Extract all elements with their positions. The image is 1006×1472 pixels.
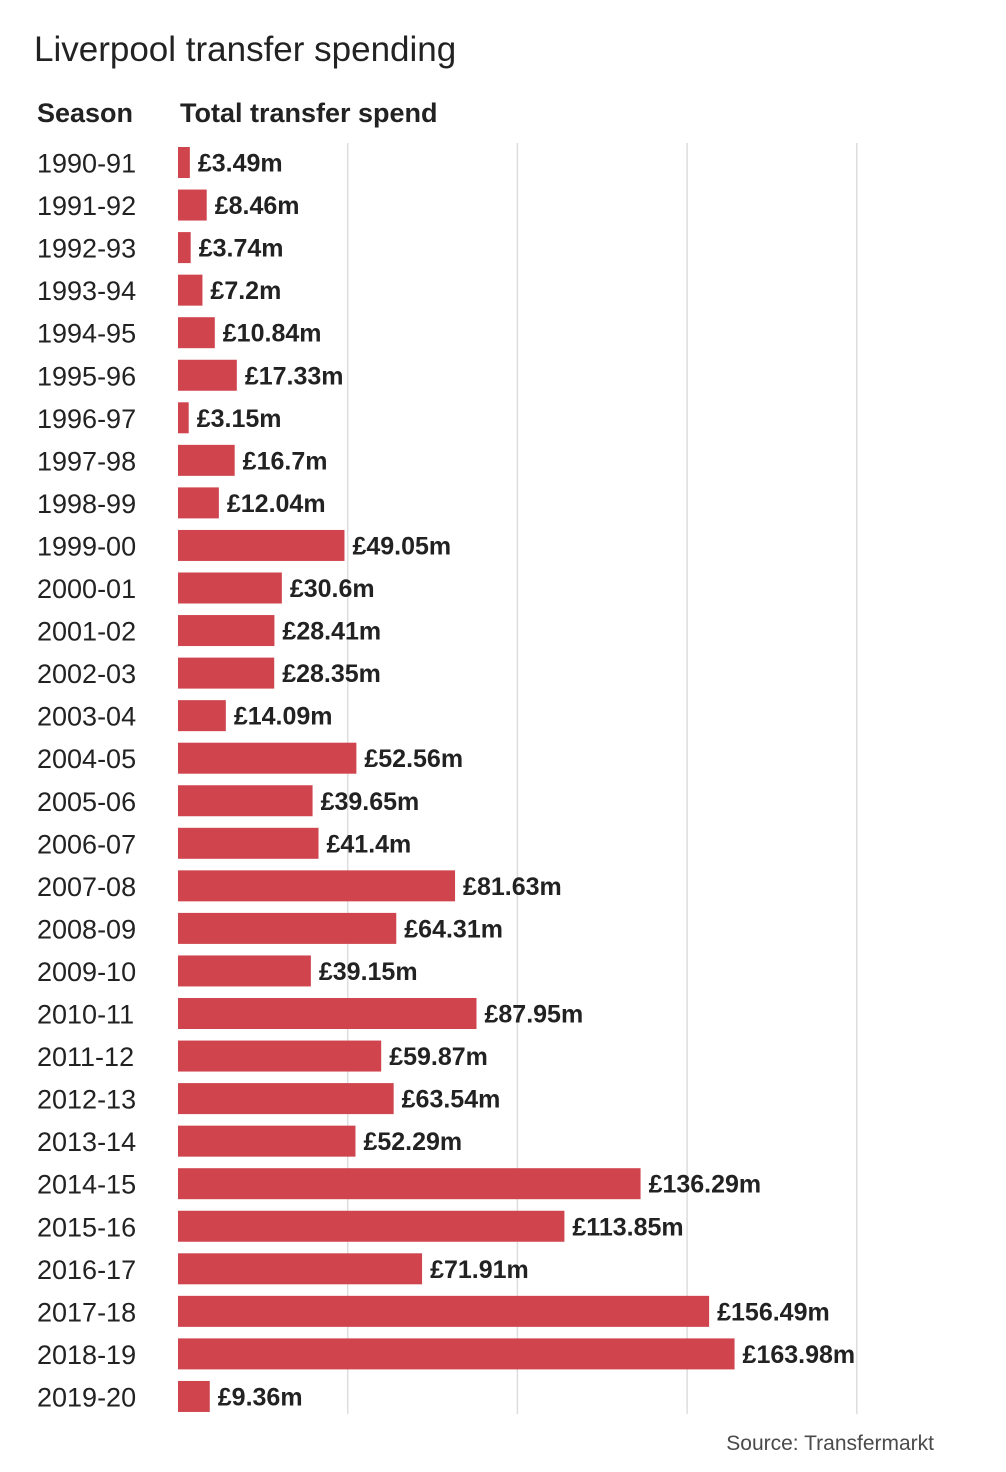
bar-2018-19	[178, 1338, 735, 1370]
bar-2007-08	[178, 870, 456, 902]
chart-title: Liverpool transfer spending	[34, 30, 457, 69]
season-label: 2017-18	[37, 1297, 136, 1327]
value-label: £39.15m	[319, 958, 418, 986]
season-label: 2018-19	[37, 1340, 136, 1370]
season-label: 1996-97	[37, 404, 136, 434]
value-label: £16.7m	[243, 447, 328, 475]
value-label: £30.6m	[290, 575, 375, 603]
bar-2000-01	[178, 572, 282, 604]
bar-2017-18	[178, 1295, 710, 1327]
labels: 1990-91 £3.49m 1991-92 £8.46m 1992-93 £3.74m 1…	[37, 149, 855, 1413]
value-label: £28.35m	[282, 660, 381, 688]
season-label: 2001-02	[37, 617, 136, 647]
season-label: 2007-08	[37, 872, 136, 902]
season-label: 1990-91	[37, 149, 136, 179]
season-label: 1999-00	[37, 531, 136, 561]
bar-1993-94	[178, 274, 203, 306]
bar-2010-11	[178, 998, 477, 1029]
bar-1990-91	[178, 147, 190, 178]
season-label: 2015-16	[37, 1212, 136, 1242]
value-label: £63.54m	[402, 1086, 501, 1114]
value-label: £49.05m	[352, 532, 451, 560]
value-label: £3.49m	[198, 150, 283, 178]
value-label: £9.36m	[218, 1383, 303, 1411]
season-label: 2019-20	[37, 1382, 136, 1412]
bar-chart: 1990-91 £3.49m 1991-92 £8.46m 1992-93 £3.74m 1…	[37, 143, 858, 1414]
value-label: £136.29m	[649, 1171, 762, 1199]
bar-2001-02	[178, 615, 275, 647]
bar-1997-98	[178, 444, 235, 476]
value-label: £59.87m	[389, 1043, 488, 1071]
season-label: 2012-13	[37, 1085, 136, 1115]
value-label: £163.98m	[743, 1341, 856, 1369]
bar-2011-12	[178, 1040, 382, 1072]
value-label: £113.85m	[572, 1213, 683, 1241]
bar-1996-97	[178, 402, 189, 434]
bar-2012-13	[178, 1083, 394, 1115]
value-label: £81.63m	[463, 873, 562, 901]
bar-1994-95	[178, 317, 215, 349]
bar-2004-05	[178, 742, 357, 774]
season-label: 1995-96	[37, 361, 136, 391]
value-label: £39.65m	[321, 788, 420, 816]
bar-1995-96	[178, 359, 237, 391]
season-label: 2003-04	[37, 702, 136, 732]
value-label: £12.04m	[227, 490, 326, 518]
season-label: 2014-15	[37, 1170, 136, 1200]
value-label: £3.15m	[197, 405, 282, 433]
bar-2002-03	[178, 657, 275, 689]
bar-2008-09	[178, 912, 397, 944]
season-label: 2013-14	[37, 1127, 136, 1157]
season-label: 2016-17	[37, 1255, 136, 1285]
bar-1991-92	[178, 189, 207, 221]
value-label: £41.4m	[327, 830, 412, 858]
value-label: £28.41m	[282, 618, 381, 646]
season-label: 1993-94	[37, 276, 136, 306]
season-label: 2010-11	[37, 1000, 134, 1030]
value-label: £14.09m	[234, 703, 333, 731]
bar-2019-20	[178, 1380, 210, 1412]
season-label: 1992-93	[37, 234, 136, 264]
bar-2013-14	[178, 1125, 356, 1157]
value-label: £156.49m	[717, 1298, 830, 1326]
value-label: £52.29m	[363, 1128, 462, 1156]
bar-2016-17	[178, 1253, 423, 1285]
bar-1999-00	[178, 529, 345, 561]
bar-2009-10	[178, 955, 311, 987]
bar-2005-06	[178, 785, 313, 817]
season-label: 2000-01	[37, 574, 136, 604]
spend-column-header: Total transfer spend	[180, 98, 438, 128]
season-label: 1994-95	[37, 319, 136, 349]
value-label: £3.74m	[199, 235, 284, 263]
bar-2015-16	[178, 1210, 565, 1242]
source-note: Source: Transfermarkt	[726, 1432, 934, 1455]
bars	[178, 147, 735, 1412]
season-column-header: Season	[37, 98, 134, 128]
bar-1998-99	[178, 487, 219, 519]
season-label: 2009-10	[37, 957, 136, 987]
season-label: 2005-06	[37, 787, 136, 817]
value-label: £7.2m	[210, 277, 281, 305]
bar-2003-04	[178, 700, 226, 732]
season-label: 2008-09	[37, 914, 136, 944]
season-label: 2002-03	[37, 659, 136, 689]
value-label: £10.84m	[223, 320, 322, 348]
value-label: £71.91m	[430, 1256, 529, 1284]
bar-1992-93	[178, 232, 191, 264]
season-label: 1991-92	[37, 191, 136, 221]
season-label: 1997-98	[37, 446, 136, 476]
value-label: £52.56m	[364, 745, 463, 773]
value-label: £8.46m	[215, 192, 300, 220]
season-label: 2004-05	[37, 744, 136, 774]
season-label: 2011-12	[37, 1042, 134, 1072]
season-label: 2006-07	[37, 829, 136, 859]
bar-2014-15	[178, 1168, 641, 1200]
gridlines	[346, 143, 858, 1414]
value-label: £64.31m	[404, 915, 503, 943]
value-label: £87.95m	[485, 1001, 584, 1029]
value-label: £17.33m	[245, 362, 344, 390]
season-label: 1998-99	[37, 489, 136, 519]
bar-2006-07	[178, 827, 319, 859]
